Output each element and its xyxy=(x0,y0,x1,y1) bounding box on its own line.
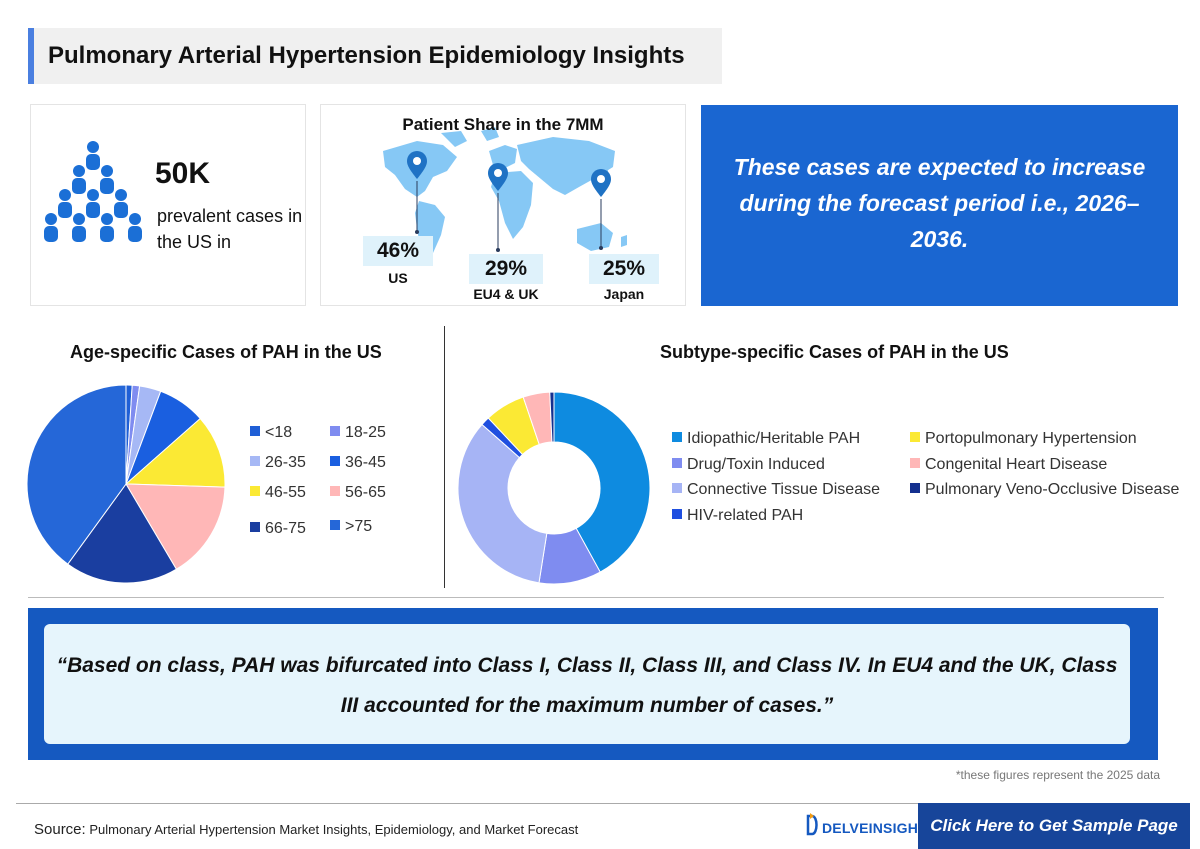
people-pyramid-icon xyxy=(44,141,142,242)
age-slice-56-65 xyxy=(125,483,226,570)
world-map-icon xyxy=(383,127,627,265)
section-divider xyxy=(28,597,1164,598)
subtype-legend-swatch xyxy=(672,509,682,519)
subtype-legend-hiv-related-pah: HIV-related PAH xyxy=(672,507,803,525)
sample-page-button[interactable]: Click Here to Get Sample Page xyxy=(918,803,1190,849)
age-legend-label: 56-65 xyxy=(345,484,386,501)
subtype-legend-label: HIV-related PAH xyxy=(687,507,804,524)
age-legend-18: <18 xyxy=(250,424,292,442)
subtype-legend-label: Drug/Toxin Induced xyxy=(687,456,825,473)
age-legend-swatch xyxy=(330,456,340,466)
subtype-legend-connective-tissue-disease: Connective Tissue Disease xyxy=(672,481,880,499)
subtype-slice-idiopathic-heritable-pah xyxy=(553,391,651,573)
age-slice-66-75 xyxy=(67,483,178,584)
delveinsight-logo-text: DELVEINSIGHT xyxy=(822,820,927,836)
age-slice-75 xyxy=(26,384,127,565)
title-accent xyxy=(28,28,34,84)
age-legend-75: >75 xyxy=(330,518,372,536)
age-legend-56-65: 56-65 xyxy=(330,484,386,502)
subtype-legend-swatch xyxy=(910,483,920,493)
subtype-donut-chart xyxy=(457,391,651,585)
subtype-legend-congenital-heart-disease: Congenital Heart Disease xyxy=(910,456,1107,474)
quote-text: “Based on class, PAH was bifurcated into… xyxy=(56,654,1118,717)
age-legend-18-25: 18-25 xyxy=(330,424,386,442)
age-legend-label: 26-35 xyxy=(265,454,306,471)
japan-share-label: Japan xyxy=(603,286,645,302)
prevalence-card: 50K prevalent cases in the US in xyxy=(30,104,306,306)
subtype-legend-swatch xyxy=(910,432,920,442)
footer-line xyxy=(16,803,918,804)
page-title: Pulmonary Arterial Hypertension Epidemio… xyxy=(48,42,685,69)
age-legend-label: 18-25 xyxy=(345,424,386,441)
map-pins xyxy=(407,151,611,252)
quote-card: “Based on class, PAH was bifurcated into… xyxy=(28,608,1158,760)
title-bar: Pulmonary Arterial Hypertension Epidemio… xyxy=(28,28,722,84)
subtype-legend-swatch xyxy=(672,432,682,442)
subtype-legend-label: Connective Tissue Disease xyxy=(687,481,880,498)
subtype-legend-pulmonary-veno-occlusive-disease: Pulmonary Veno-Occlusive Disease xyxy=(910,481,1179,499)
subtype-legend-label: Pulmonary Veno-Occlusive Disease xyxy=(925,481,1180,498)
age-pie-chart xyxy=(26,384,226,584)
age-legend-46-55: 46-55 xyxy=(250,484,306,502)
prevalence-value: 50K xyxy=(155,157,211,190)
eu-share-value: 29% xyxy=(469,254,543,284)
age-legend-label: 66-75 xyxy=(265,520,306,537)
age-legend-label: <18 xyxy=(265,424,293,441)
us-share-label: US xyxy=(388,270,408,286)
subtype-slice-connective-tissue-disease xyxy=(457,423,548,584)
subtype-legend-label: Idiopathic/Heritable PAH xyxy=(687,430,861,447)
age-legend-label: 36-45 xyxy=(345,454,386,471)
subtype-legend-swatch xyxy=(910,458,920,468)
subtype-legend-swatch xyxy=(672,458,682,468)
age-legend-swatch xyxy=(250,456,260,466)
subtype-legend-swatch xyxy=(672,483,682,493)
subtype-legend-label: Congenital Heart Disease xyxy=(925,456,1108,473)
subtype-slice-pulmonary-veno-occlusive-disease xyxy=(549,391,555,443)
age-legend-36-45: 36-45 xyxy=(330,454,386,472)
us-share-value: 46% xyxy=(363,236,433,266)
age-legend-66-75: 66-75 xyxy=(250,520,306,538)
patient-share-card: Patient Share in the 7MM 46% US 29% EU4 … xyxy=(320,104,686,306)
patient-share-title: Patient Share in the 7MM xyxy=(402,115,604,134)
forecast-text: These cases are expected to increase dur… xyxy=(733,154,1146,252)
source-line: Source: Pulmonary Arterial Hypertension … xyxy=(34,821,578,838)
age-legend-swatch xyxy=(250,522,260,532)
age-chart-title: Age-specific Cases of PAH in the US xyxy=(70,342,382,362)
japan-share-value: 25% xyxy=(589,254,659,284)
age-legend-label: 46-55 xyxy=(265,484,306,501)
subtype-chart-title: Subtype-specific Cases of PAH in the US xyxy=(660,342,1009,362)
source-text: Pulmonary Arterial Hypertension Market I… xyxy=(89,822,579,837)
forecast-card: These cases are expected to increase dur… xyxy=(701,105,1178,306)
source-label: Source: xyxy=(34,821,86,838)
age-legend-swatch xyxy=(250,486,260,496)
age-legend-swatch xyxy=(330,486,340,496)
quote-inner: “Based on class, PAH was bifurcated into… xyxy=(44,624,1130,744)
age-legend-swatch xyxy=(250,426,260,436)
subtype-legend-label: Portopulmonary Hypertension xyxy=(925,430,1137,447)
prevalence-description: prevalent cases in the US in xyxy=(157,206,303,252)
subtype-legend-portopulmonary-hypertension: Portopulmonary Hypertension xyxy=(910,430,1137,448)
age-slice-46-55 xyxy=(124,417,226,488)
age-legend-swatch xyxy=(330,520,340,530)
eu-share-label: EU4 & UK xyxy=(473,286,539,302)
age-legend-swatch xyxy=(330,426,340,436)
footnote: *these figures represent the 2025 data xyxy=(955,768,1160,782)
chart-divider xyxy=(444,326,445,588)
age-legend-26-35: 26-35 xyxy=(250,454,306,472)
age-legend-label: >75 xyxy=(345,518,373,535)
subtype-legend-idiopathic-heritable-pah: Idiopathic/Heritable PAH xyxy=(672,430,860,448)
subtype-legend-drug-toxin-induced: Drug/Toxin Induced xyxy=(672,456,825,474)
delveinsight-logo-icon xyxy=(806,813,818,836)
